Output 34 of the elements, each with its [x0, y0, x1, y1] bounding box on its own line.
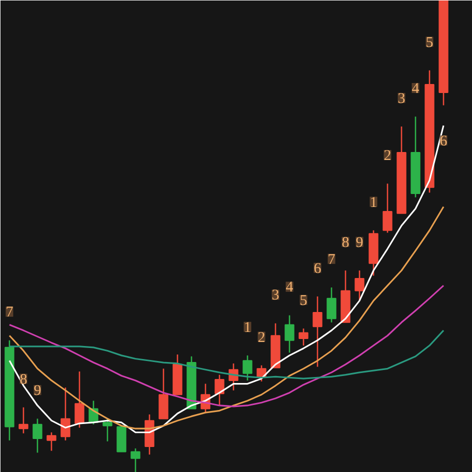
text: 2: [258, 330, 266, 346]
candlestick: [102, 418, 112, 442]
candlestick: [214, 374, 224, 406]
candlestick: [18, 406, 28, 434]
text: 4: [286, 280, 294, 296]
candlestick: [354, 270, 364, 302]
text: 4: [412, 81, 420, 98]
candlestick: [382, 182, 392, 234]
text: 7: [328, 252, 336, 268]
text: 6: [440, 133, 448, 150]
candlestick: [312, 296, 322, 368]
text: 8: [20, 372, 28, 388]
candlestick: [326, 286, 336, 324]
candlestick: [298, 328, 308, 346]
text: 9: [34, 383, 42, 400]
text: 9: [356, 234, 364, 251]
candlestick: [74, 370, 84, 428]
candlestick: [256, 364, 266, 382]
text: 3: [272, 288, 280, 304]
candlestick: [130, 448, 140, 472]
candlestick: [32, 418, 42, 454]
text: 3: [398, 90, 406, 107]
candlestick: [284, 314, 294, 354]
text: 7: [6, 304, 14, 321]
candlestick: [60, 386, 70, 442]
candlestick: [242, 354, 252, 382]
text: 1: [370, 194, 378, 211]
text: 1: [244, 320, 252, 336]
text: 8: [342, 234, 350, 251]
text: 6: [314, 260, 322, 277]
text: 5: [300, 292, 308, 309]
text: 5: [426, 34, 434, 51]
candlestick: [46, 432, 56, 452]
text: 2: [384, 148, 392, 164]
